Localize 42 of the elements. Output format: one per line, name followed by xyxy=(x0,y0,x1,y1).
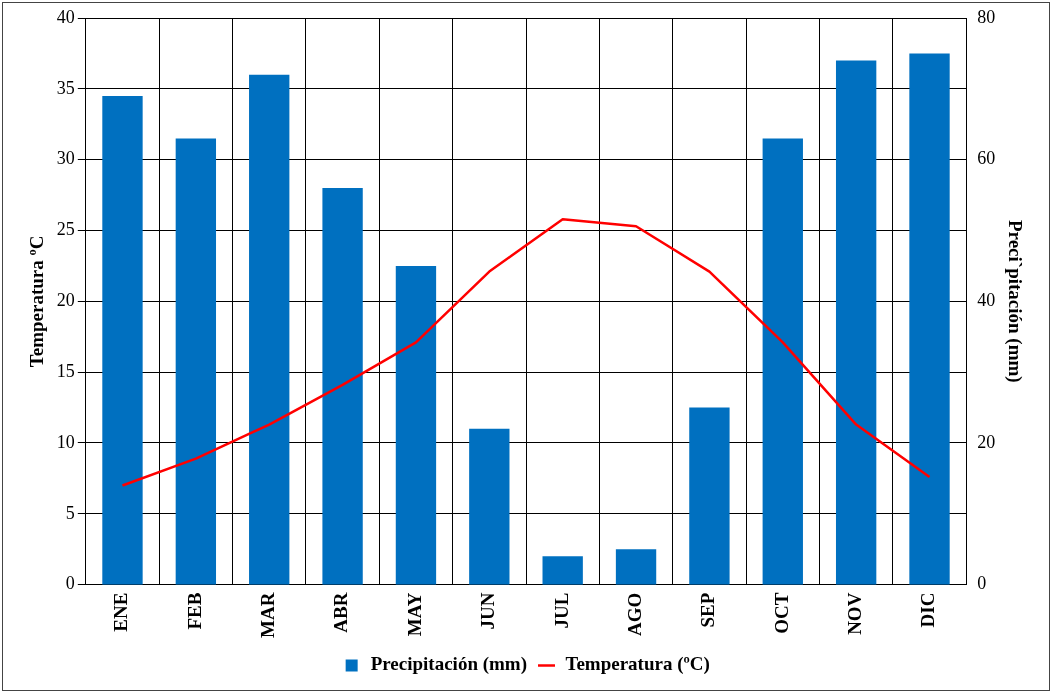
x-tick-label: ENE xyxy=(110,592,132,632)
x-tick-label: DIC xyxy=(917,592,939,628)
bar xyxy=(469,428,510,585)
bar xyxy=(909,53,950,585)
y-tick-label: 0 xyxy=(65,573,75,594)
x-tick-label: JUN xyxy=(477,592,499,630)
legend-label: Temperatura (ºC) xyxy=(565,653,710,676)
bar xyxy=(322,187,363,585)
x-tick-label: JUL xyxy=(550,592,572,629)
bar xyxy=(762,138,803,585)
bar xyxy=(175,138,217,585)
x-tick-label: MAY xyxy=(403,592,425,637)
y2-tick-label: 40 xyxy=(977,290,996,311)
y-axis-title: Temperatura ºC xyxy=(26,235,48,368)
bar xyxy=(249,74,290,585)
y2-tick-label: 0 xyxy=(977,573,987,594)
y-tick-label: 25 xyxy=(56,219,75,240)
x-tick-label: ABR xyxy=(330,592,352,633)
y-tick-label: 30 xyxy=(56,148,75,169)
x-tick-label: SEP xyxy=(697,592,719,628)
x-tick-label: NOV xyxy=(844,592,866,635)
y2-tick-label: 60 xyxy=(977,148,996,169)
x-tick-label: AGO xyxy=(623,592,645,636)
y-tick-label: 10 xyxy=(56,431,75,452)
bar xyxy=(689,407,730,585)
y-tick-label: 35 xyxy=(56,77,75,98)
bar xyxy=(835,60,877,585)
x-tick-label: MAR xyxy=(257,592,279,639)
y2-tick-label: 80 xyxy=(977,6,996,27)
y-tick-label: 5 xyxy=(65,502,75,523)
x-tick-label: OCT xyxy=(770,592,792,634)
bar xyxy=(395,265,437,585)
bar xyxy=(102,95,143,585)
y-tick-label: 15 xyxy=(56,360,75,381)
bar xyxy=(542,556,583,585)
y-tick-label: 40 xyxy=(56,6,75,27)
y2-tick-label: 20 xyxy=(977,431,996,452)
x-tick-label: FEB xyxy=(183,592,205,630)
bar xyxy=(615,549,657,585)
y-tick-label: 20 xyxy=(56,290,75,311)
y2-axis-title: Preci`pitación (mm) xyxy=(1003,219,1026,383)
legend-label: Precipitación (mm) xyxy=(370,653,528,676)
